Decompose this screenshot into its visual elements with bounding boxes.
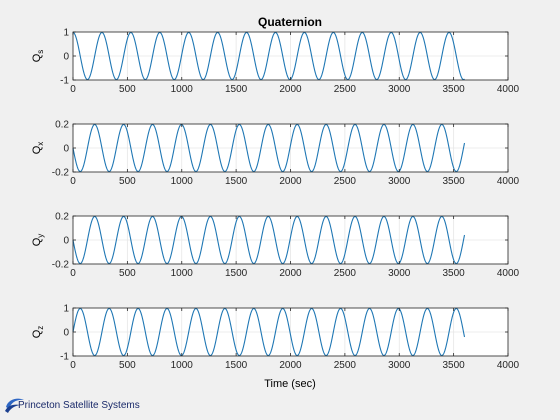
x-tick-label: 1000 [171, 268, 194, 279]
y-label-main: Q [31, 329, 43, 338]
y-label-subscript: s [36, 50, 45, 54]
y-tick-label: 1 [63, 28, 69, 39]
x-tick-label: 4000 [497, 268, 520, 279]
subplot-x: 0 500 1000 1500 2000 2500 3000 3500 4000-0.200.2… [31, 120, 520, 188]
x-tick-label: 3500 [443, 176, 466, 187]
x-tick-label: 1500 [225, 176, 248, 187]
x-tick-label: 2500 [334, 268, 357, 279]
y-tick-label: 0 [63, 236, 69, 247]
x-tick-label: 3000 [388, 360, 411, 371]
x-tick-label: 500 [119, 176, 136, 187]
y-axis-label-qs: Qs [31, 50, 45, 63]
subplot-y: 0 500 1000 1500 2000 2500 3000 3500 4000-0.200.2… [31, 212, 520, 280]
x-tick-label: 1000 [171, 84, 194, 95]
company-name: Princeton Satellite Systems [18, 400, 140, 411]
x-tick-label: 1500 [225, 268, 248, 279]
y-tick-label: 0.2 [55, 212, 69, 223]
x-tick-label: 3000 [388, 268, 411, 279]
y-tick-label: 1 [63, 304, 69, 315]
x-tick-label: 3000 [388, 176, 411, 187]
x-tick-label: 500 [119, 268, 136, 279]
y-axis-label-qz: Qz [31, 326, 45, 339]
x-tick-label: 3500 [443, 84, 466, 95]
y-label-subscript: z [36, 326, 45, 330]
x-tick-label: 1500 [225, 360, 248, 371]
x-tick-label: 2500 [334, 360, 357, 371]
x-tick-label: 4000 [497, 360, 520, 371]
y-label-subscript: x [36, 142, 45, 146]
y-label-main: Q [31, 237, 43, 246]
y-axis-label-qy: Qy [31, 234, 45, 247]
x-tick-label: 3500 [443, 360, 466, 371]
x-tick-label: 2000 [279, 360, 302, 371]
x-tick-label: 500 [119, 84, 136, 95]
figure-title: Quaternion [258, 15, 322, 29]
x-tick-label: 2000 [279, 176, 302, 187]
x-tick-label: 0 [70, 360, 76, 371]
y-tick-label: -0.2 [52, 168, 70, 179]
x-tick-label: 2000 [279, 84, 302, 95]
y-tick-label: 0 [63, 144, 69, 155]
x-tick-label: 2500 [334, 176, 357, 187]
x-tick-label: 1500 [225, 84, 248, 95]
y-tick-label: 0 [63, 328, 69, 339]
y-label-main: Q [31, 145, 43, 154]
y-tick-label: 0 [63, 52, 69, 63]
company-logo: Princeton Satellite Systems [4, 393, 184, 417]
x-tick-label: 1000 [171, 176, 194, 187]
x-tick-label: 3500 [443, 268, 466, 279]
x-tick-label: 500 [119, 360, 136, 371]
swoosh-logo-icon [5, 398, 24, 413]
y-label-main: Q [31, 53, 43, 62]
y-tick-label: 0.2 [55, 120, 69, 131]
x-tick-label: 4000 [497, 84, 520, 95]
x-tick-label: 4000 [497, 176, 520, 187]
x-tick-label: 1000 [171, 360, 194, 371]
y-axis-label-qx: Qx [31, 142, 45, 155]
x-axis-label: Time (sec) [264, 378, 316, 390]
x-tick-label: 3000 [388, 84, 411, 95]
series-line-qs [72, 31, 465, 81]
y-tick-label: -1 [60, 352, 69, 363]
x-tick-label: 2500 [334, 84, 357, 95]
x-tick-label: 0 [70, 176, 76, 187]
x-tick-label: 0 [70, 268, 76, 279]
x-tick-label: 0 [70, 84, 76, 95]
y-label-subscript: y [36, 234, 45, 238]
x-tick-label: 2000 [279, 268, 302, 279]
y-tick-label: -1 [60, 76, 69, 87]
y-tick-label: -0.2 [52, 260, 70, 271]
